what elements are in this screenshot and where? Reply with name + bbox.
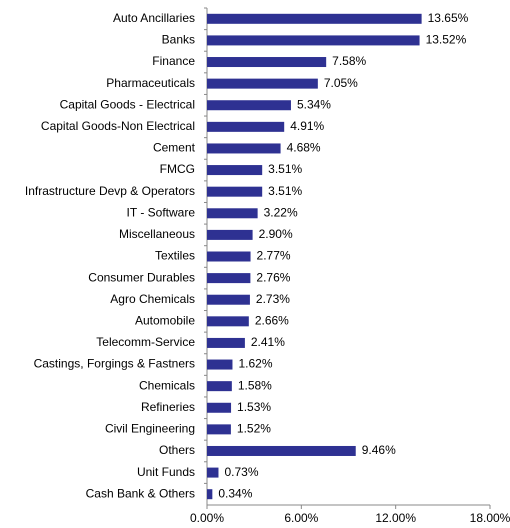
value-label: 0.73% xyxy=(224,465,258,479)
y-tick-label: Others xyxy=(159,443,195,457)
y-tick-label: Telecomm-Service xyxy=(96,335,195,349)
value-label: 13.65% xyxy=(428,11,469,25)
y-tick-label: Cash Bank & Others xyxy=(86,486,195,500)
bar xyxy=(207,316,249,327)
value-label: 1.52% xyxy=(237,422,271,436)
y-tick-label: Finance xyxy=(152,54,195,68)
x-tick-label: 12.00% xyxy=(375,511,416,525)
value-label: 2.66% xyxy=(255,313,289,327)
value-label: 13.52% xyxy=(426,33,467,47)
bar xyxy=(207,100,291,111)
y-tick-label: Capital Goods - Electrical xyxy=(60,97,195,111)
value-label: 2.90% xyxy=(259,227,293,241)
value-label: 5.34% xyxy=(297,97,331,111)
value-label: 1.58% xyxy=(238,378,272,392)
bar xyxy=(207,337,245,348)
bar xyxy=(207,208,258,219)
bar xyxy=(207,121,285,132)
bar xyxy=(207,273,251,284)
value-label: 4.68% xyxy=(287,141,321,155)
value-label: 4.91% xyxy=(290,119,324,133)
x-tick-label: 18.00% xyxy=(470,511,510,525)
value-label: 9.46% xyxy=(362,443,396,457)
value-label: 2.41% xyxy=(251,335,285,349)
bar xyxy=(207,251,251,262)
y-tick-label: Cement xyxy=(153,141,196,155)
bar xyxy=(207,186,263,197)
y-tick-label: IT - Software xyxy=(127,205,196,219)
y-tick-label: Infrastructure Devp & Operators xyxy=(25,184,195,198)
value-label: 0.34% xyxy=(218,486,252,500)
x-tick-label: 0.00% xyxy=(190,511,224,525)
bar xyxy=(207,78,318,89)
y-tick-label: Civil Engineering xyxy=(105,422,195,436)
y-tick-label: Consumer Durables xyxy=(88,270,195,284)
bar xyxy=(207,489,213,500)
value-label: 1.62% xyxy=(238,357,272,371)
y-tick-label: Automobile xyxy=(135,313,195,327)
x-tick-label: 6.00% xyxy=(284,511,318,525)
value-label: 3.51% xyxy=(268,184,302,198)
value-label: 3.51% xyxy=(268,162,302,176)
y-tick-label: Capital Goods-Non Electrical xyxy=(41,119,195,133)
bar xyxy=(207,402,232,413)
bar xyxy=(207,13,422,24)
y-tick-label: Miscellaneous xyxy=(119,227,195,241)
y-tick-label: Castings, Forgings & Fastners xyxy=(34,357,195,371)
y-tick-label: Agro Chemicals xyxy=(110,292,195,306)
y-tick-label: Banks xyxy=(162,33,195,47)
value-label: 1.53% xyxy=(237,400,271,414)
bar xyxy=(207,165,263,176)
bar xyxy=(207,35,420,46)
bar xyxy=(207,445,356,456)
y-tick-label: Refineries xyxy=(141,400,195,414)
bar xyxy=(207,359,233,370)
bar xyxy=(207,424,231,435)
value-label: 7.58% xyxy=(332,54,366,68)
value-label: 2.76% xyxy=(256,270,290,284)
y-tick-label: Auto Ancillaries xyxy=(113,11,195,25)
bar xyxy=(207,294,250,305)
bar xyxy=(207,57,327,68)
bar xyxy=(207,229,253,240)
value-label: 2.73% xyxy=(256,292,290,306)
value-label: 2.77% xyxy=(257,249,291,263)
y-tick-label: Pharmaceuticals xyxy=(106,76,195,90)
value-label: 3.22% xyxy=(264,205,298,219)
value-label: 7.05% xyxy=(324,76,358,90)
y-tick-label: Unit Funds xyxy=(137,465,195,479)
bar xyxy=(207,467,219,478)
y-tick-label: Chemicals xyxy=(139,378,195,392)
bar xyxy=(207,381,232,392)
y-tick-label: FMCG xyxy=(160,162,195,176)
bar xyxy=(207,143,281,154)
y-tick-label: Textiles xyxy=(155,249,195,263)
